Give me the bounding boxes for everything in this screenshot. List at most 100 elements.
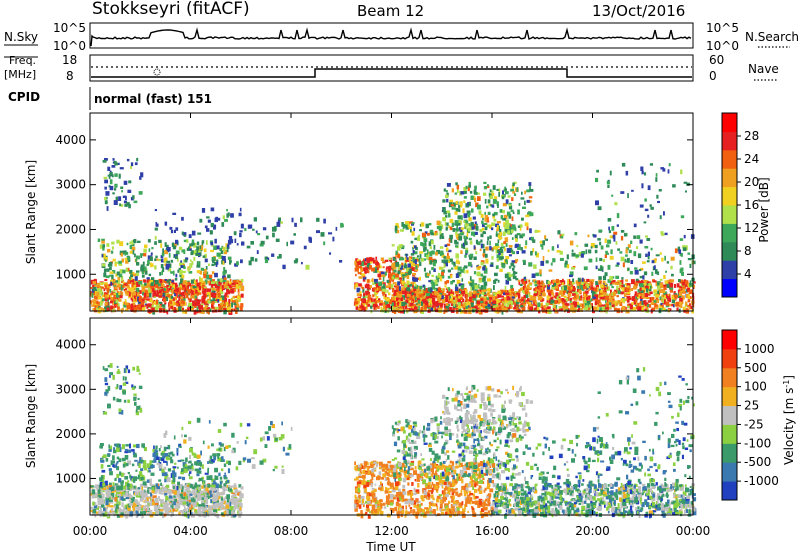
heatmap-cell <box>692 281 696 284</box>
heatmap-cell <box>455 245 459 248</box>
heatmap-cell <box>104 279 108 282</box>
heatmap-cell <box>481 277 485 283</box>
heatmap-cell <box>585 284 589 289</box>
heatmap-cell <box>447 252 449 257</box>
heatmap-cell <box>647 255 650 260</box>
heatmap-cell <box>498 188 501 194</box>
heatmap-cell <box>458 309 462 312</box>
heatmap-cell <box>558 299 562 303</box>
colorbar-swatch <box>722 168 737 188</box>
heatmap-cell <box>181 307 185 311</box>
heatmap-cell <box>474 283 477 286</box>
heatmap-cell <box>401 280 405 283</box>
heatmap-cell <box>526 284 530 288</box>
heatmap-cell <box>438 292 441 295</box>
heatmap-cell <box>442 207 446 211</box>
heatmap-cell <box>220 302 224 307</box>
heatmap-cell <box>151 494 154 497</box>
heatmap-cell <box>577 277 581 282</box>
heatmap-cell <box>444 261 448 267</box>
heatmap-cell <box>478 210 482 214</box>
heatmap-cell <box>262 227 267 231</box>
heatmap-cell <box>133 502 138 507</box>
heatmap-cell <box>483 281 488 286</box>
heatmap-cell <box>644 172 647 176</box>
heatmap-cell <box>572 265 576 268</box>
heatmap-cell <box>622 287 625 292</box>
heatmap-cell <box>423 285 426 291</box>
heatmap-cell <box>420 306 424 312</box>
heatmap-cell <box>154 280 159 285</box>
heatmap-cell <box>134 162 138 166</box>
heatmap-cell <box>469 282 473 286</box>
heatmap-cell <box>654 291 657 295</box>
heatmap-cell <box>475 251 478 255</box>
heatmap-cell <box>207 494 212 497</box>
heatmap-cell <box>659 215 662 220</box>
heatmap-cell <box>358 308 362 311</box>
heatmap-cell <box>464 222 467 227</box>
heatmap-cell <box>463 200 466 203</box>
heatmap-cell <box>179 272 182 278</box>
heatmap-cell <box>669 287 672 293</box>
heatmap-cell <box>107 248 111 253</box>
heatmap-cell <box>104 306 107 311</box>
heatmap-cell <box>363 303 366 309</box>
heatmap-cell <box>595 265 598 270</box>
heatmap-cell <box>140 284 145 287</box>
heatmap-cell <box>484 306 488 309</box>
heatmap-cell <box>166 310 169 315</box>
heatmap-cell <box>90 286 95 289</box>
heatmap-cell <box>583 293 586 297</box>
heatmap-cell <box>473 195 476 200</box>
heatmap-cell <box>203 286 207 290</box>
heatmap-cell <box>195 494 198 498</box>
heatmap-cell <box>558 292 560 297</box>
heatmap-cell <box>577 301 580 305</box>
heatmap-cell <box>680 303 683 309</box>
heatmap-cell <box>493 211 498 216</box>
heatmap-cell <box>614 300 618 305</box>
heatmap-cell <box>139 290 142 294</box>
heatmap-cell <box>412 276 415 281</box>
heatmap-cell <box>203 514 207 518</box>
heatmap-cell <box>426 254 429 260</box>
heatmap-cell <box>552 303 555 308</box>
heatmap-cell <box>479 248 482 252</box>
heatmap-cell <box>402 277 405 281</box>
heatmap-cell <box>203 288 207 293</box>
heatmap-cell <box>542 240 545 246</box>
heatmap-cell <box>186 285 189 289</box>
heatmap-cell <box>488 299 492 304</box>
heatmap-cell <box>641 293 646 299</box>
heatmap-cell <box>677 246 681 252</box>
heatmap-cell <box>611 226 615 231</box>
heatmap-cell <box>179 300 183 305</box>
heatmap-cell <box>198 510 203 514</box>
heatmap-cell <box>231 495 236 499</box>
heatmap-cell <box>189 243 194 247</box>
heatmap-cell <box>683 181 688 184</box>
heatmap-cell <box>378 281 383 286</box>
heatmap-cell <box>121 258 124 263</box>
heatmap-cell <box>205 501 207 505</box>
heatmap-cell <box>362 276 367 280</box>
heatmap-cell <box>165 263 170 268</box>
heatmap-cell <box>136 255 140 260</box>
heatmap-cell <box>399 279 403 284</box>
heatmap-cell <box>600 284 604 288</box>
heatmap-cell <box>191 279 195 284</box>
heatmap-cell <box>572 293 576 296</box>
heatmap-cell <box>540 260 545 266</box>
heatmap-cell <box>183 249 186 254</box>
heatmap-cell <box>600 289 603 293</box>
heatmap-cell <box>609 170 612 176</box>
heatmap-cell <box>476 266 481 270</box>
heatmap-cell <box>124 203 128 207</box>
freq-trace <box>91 68 692 78</box>
heatmap-cell <box>109 288 112 293</box>
heatmap-cell <box>156 506 159 509</box>
heatmap-cell <box>209 230 213 235</box>
colorbar-tick-label: 20 <box>744 175 759 189</box>
heatmap-cell <box>434 279 438 285</box>
